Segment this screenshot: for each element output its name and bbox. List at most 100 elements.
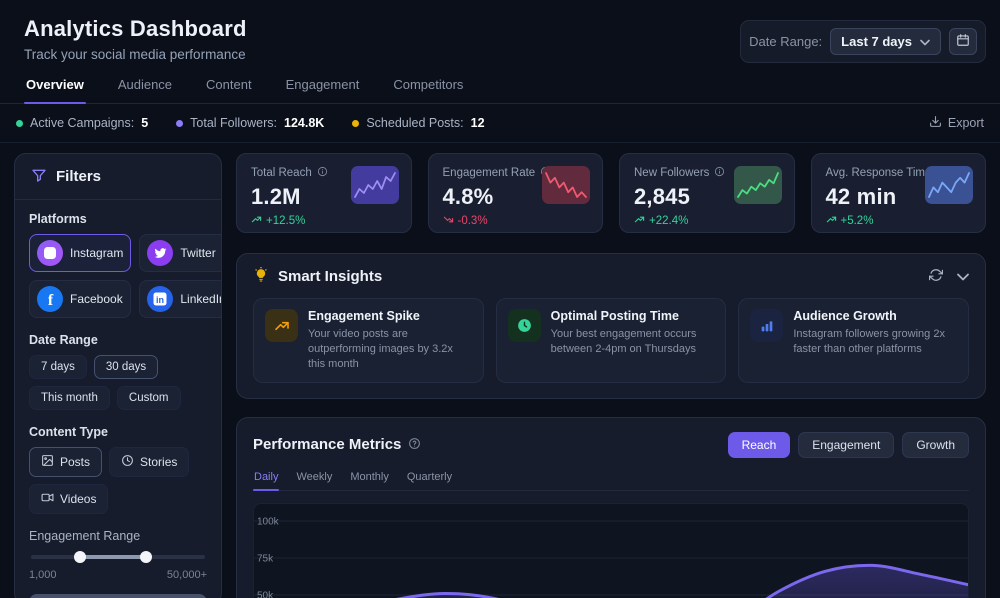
trend-up-icon: [826, 214, 837, 228]
performance-metrics-panel: Performance Metrics Reach Engagement Gro…: [236, 416, 986, 598]
svg-text:100k: 100k: [257, 516, 280, 527]
engagement-range-section: Engagement Range 1,000 50,000+ Apply Fil…: [29, 529, 207, 598]
performance-metrics-title: Performance Metrics: [253, 436, 402, 454]
date-range-control: Date Range: Last 7 days: [740, 20, 986, 63]
filters-sidebar: Filters Platforms Instagram Twitter: [14, 153, 222, 598]
chip-stories[interactable]: Stories: [109, 447, 190, 477]
slider-handle-max[interactable]: [139, 551, 152, 563]
main-content: Filters Platforms Instagram Twitter: [0, 143, 1000, 598]
tab-audience[interactable]: Audience: [116, 77, 174, 103]
insight-audience-growth[interactable]: Audience Growth Instagram followers grow…: [738, 298, 970, 383]
chip-30-days[interactable]: 30 days: [93, 355, 159, 379]
date-range-select[interactable]: Last 7 days: [830, 28, 941, 55]
refresh-insights-button[interactable]: [929, 268, 943, 285]
info-icon: [714, 166, 725, 180]
stat-trend: +22.4%: [634, 214, 782, 228]
twitter-icon: [147, 240, 174, 266]
period-weekly[interactable]: Weekly: [295, 471, 333, 490]
lightbulb-icon: [253, 266, 269, 286]
trend-down-icon: [443, 214, 454, 228]
tab-overview[interactable]: Overview: [24, 77, 86, 104]
status-items: Active Campaigns: 5 Total Followers: 124…: [16, 116, 485, 130]
trend-up-icon: [634, 214, 645, 228]
period-monthly[interactable]: Monthly: [349, 471, 390, 490]
platform-instagram[interactable]: Instagram: [29, 234, 132, 272]
svg-text:f: f: [48, 292, 54, 309]
status-value: 12: [470, 116, 485, 130]
smart-insights-panel: Smart Insights: [236, 253, 986, 399]
metric-growth-button[interactable]: Growth: [902, 431, 969, 458]
page-title: Analytics Dashboard: [24, 16, 247, 41]
chip-7-days[interactable]: 7 days: [29, 355, 87, 379]
clock-icon: [121, 454, 134, 470]
platforms-label: Platforms: [29, 212, 87, 226]
page-subtitle: Track your social media performance: [24, 47, 246, 62]
stat-trend: -0.3%: [443, 214, 591, 228]
instagram-icon: [37, 240, 63, 266]
calendar-icon: [956, 33, 970, 50]
metric-engagement-button[interactable]: Engagement: [798, 431, 895, 458]
sparkline-response-time: [925, 166, 973, 204]
chip-this-month[interactable]: This month: [29, 386, 110, 410]
chevron-down-icon: [957, 269, 969, 284]
stat-value: 42 min: [825, 184, 897, 209]
slider-fill: [79, 555, 146, 559]
engagement-range-slider[interactable]: [31, 551, 205, 563]
insight-optimal-posting-time[interactable]: Optimal Posting Time Your best engagemen…: [495, 298, 727, 383]
platforms-grid: Instagram Twitter f Facebook: [29, 234, 221, 318]
filters-header: Filters: [15, 154, 221, 200]
chevron-down-icon: [920, 34, 930, 49]
chip-custom[interactable]: Custom: [116, 386, 181, 410]
status-active-campaigns: Active Campaigns: 5: [16, 116, 148, 130]
period-tabs: Daily Weekly Monthly Quarterly: [253, 471, 969, 491]
apply-filters-button[interactable]: Apply Filters: [29, 594, 207, 598]
stat-trend: +5.2%: [826, 214, 974, 228]
status-bar: Active Campaigns: 5 Total Followers: 124…: [0, 104, 1000, 143]
period-daily[interactable]: Daily: [253, 471, 280, 491]
sparkline-new-followers: [733, 166, 782, 204]
svg-text:50k: 50k: [257, 590, 274, 598]
svg-text:75k: 75k: [257, 553, 274, 564]
status-label: Active Campaigns:: [30, 116, 135, 130]
platform-facebook[interactable]: f Facebook: [29, 280, 132, 318]
export-button[interactable]: Export: [929, 115, 984, 131]
insight-cards: Engagement Spike Your video posts are ou…: [253, 298, 970, 383]
help-icon[interactable]: [408, 437, 421, 453]
chip-posts[interactable]: Posts: [29, 447, 103, 477]
tab-engagement[interactable]: Engagement: [284, 77, 362, 103]
tab-content[interactable]: Content: [204, 77, 254, 103]
info-icon: [317, 166, 328, 180]
status-value: 124.8K: [284, 116, 325, 130]
header-titles: Analytics Dashboard Track your social me…: [24, 16, 247, 62]
metric-reach-button[interactable]: Reach: [727, 431, 791, 458]
header: Analytics Dashboard Track your social me…: [0, 0, 1000, 63]
filter-funnel-icon: [31, 167, 47, 186]
svg-text:in: in: [156, 295, 164, 305]
calendar-button[interactable]: [949, 28, 977, 55]
stat-trend: +12.5%: [251, 214, 399, 228]
filters-title: Filters: [56, 168, 102, 185]
period-quarterly[interactable]: Quarterly: [406, 471, 453, 490]
stat-cards-row: Total Reach 1.2M +12.5% Engagement Rate: [236, 153, 986, 233]
insight-engagement-spike[interactable]: Engagement Spike Your video posts are ou…: [253, 298, 484, 383]
stat-card-response-time: Avg. Response Time 42 min +5.2%: [810, 153, 986, 233]
engagement-range-label: Engagement Range: [29, 529, 141, 543]
platform-twitter[interactable]: Twitter: [139, 234, 221, 272]
chip-videos[interactable]: Videos: [29, 484, 109, 514]
platform-linkedin[interactable]: in LinkedIn: [139, 280, 221, 318]
date-range-section-label: Date Range: [29, 333, 98, 347]
video-camera-icon: [41, 491, 54, 507]
stat-label: New Followers: [634, 167, 710, 179]
collapse-insights-button[interactable]: [957, 269, 969, 284]
status-total-followers: Total Followers: 124.8K: [176, 116, 324, 130]
linkedin-icon: in: [147, 286, 174, 312]
metric-buttons: Reach Engagement Growth: [727, 431, 969, 458]
sparkline-total-reach: [350, 166, 399, 204]
main-tabs: Overview Audience Content Engagement Com…: [0, 63, 1000, 104]
tab-competitors[interactable]: Competitors: [391, 77, 465, 103]
slider-handle-min[interactable]: [73, 551, 86, 563]
content-type-section: Content Type Posts Stories: [29, 425, 207, 514]
stat-card-engagement-rate: Engagement Rate 4.8% -0.3%: [427, 153, 603, 233]
date-range-value: Last 7 days: [841, 34, 912, 49]
slider-labels: 1,000 50,000+: [29, 569, 207, 581]
